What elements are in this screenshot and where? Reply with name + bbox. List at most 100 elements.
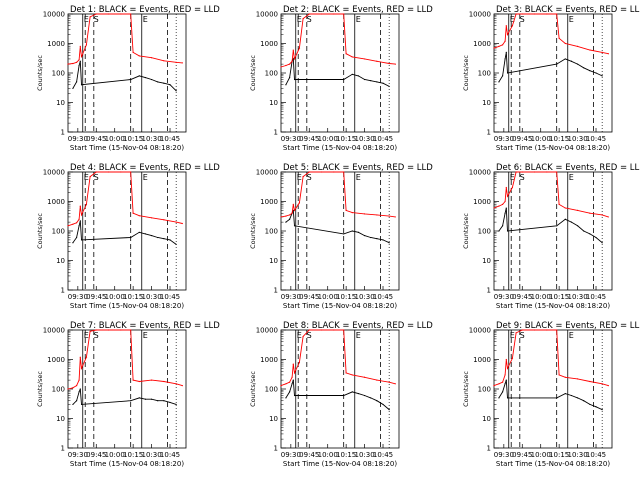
x-tick-label: 09:45: [512, 135, 532, 143]
series-point-lld: [351, 374, 353, 376]
series-point-events: [79, 220, 81, 222]
event-marker: S: [94, 173, 99, 182]
series-point-events: [157, 236, 159, 239]
x-axis-label: Start Time (15-Nov-04 08:18:20): [496, 460, 610, 468]
series-point-lld: [320, 13, 323, 15]
series-point-lld: [505, 25, 507, 27]
x-tick-label: 10:15: [123, 135, 143, 143]
series-point-events: [79, 60, 81, 62]
series-point-events: [583, 400, 585, 402]
chart-panel-9: Det 9: BLACK = Events, RED = LLD 1 10 100 10…: [462, 321, 640, 468]
series-point-events: [157, 81, 159, 83]
series-point-lld: [345, 372, 347, 374]
x-tick-label: 10:30: [354, 135, 374, 143]
series-point-events: [376, 400, 378, 402]
series-line-lld: [280, 13, 396, 68]
y-tick-label: 1: [274, 287, 278, 295]
series-point-events: [80, 239, 83, 241]
event-marker: S: [520, 173, 525, 182]
series-point-lld: [376, 60, 378, 62]
x-tick-label: 10:45: [586, 451, 606, 459]
series-point-events: [564, 218, 566, 220]
series-line-events: [285, 57, 390, 87]
series-point-events: [292, 209, 294, 211]
x-tick-label: 10:45: [586, 135, 606, 143]
event-marker: S: [520, 15, 525, 24]
series-point-events: [157, 400, 159, 402]
series-point-lld: [558, 203, 560, 205]
series-point-lld: [343, 13, 345, 15]
series-point-lld: [289, 63, 291, 65]
series-point-lld: [601, 214, 603, 216]
series-point-lld: [576, 209, 579, 211]
series-point-events: [564, 58, 566, 60]
series-point-lld: [351, 56, 353, 58]
series-point-lld: [345, 209, 347, 211]
y-tick-label: 1000: [473, 40, 491, 48]
series-point-lld: [132, 212, 134, 214]
series-point-events: [556, 63, 558, 65]
series-point-lld: [308, 171, 310, 173]
series-point-events: [601, 242, 603, 244]
y-tick-label: 10000: [256, 169, 278, 177]
series-point-lld: [308, 13, 310, 15]
series-line-lld: [280, 329, 396, 387]
x-tick-label: 10:15: [123, 451, 143, 459]
y-tick-label: 1000: [47, 356, 65, 364]
series-point-events: [285, 397, 287, 399]
series-point-lld: [163, 380, 165, 383]
series-point-events: [343, 233, 345, 235]
series-point-events: [601, 75, 603, 77]
series-point-lld: [556, 329, 558, 331]
x-tick-label: 10:45: [373, 293, 393, 301]
event-marker: E: [297, 15, 302, 24]
series-point-events: [175, 90, 177, 92]
series-point-events: [138, 397, 140, 399]
y-tick-label: 100: [52, 228, 65, 236]
series-point-lld: [107, 329, 110, 331]
series-point-lld: [511, 357, 514, 359]
x-tick-label: 10:45: [160, 451, 180, 459]
y-tick-label: 10000: [469, 169, 491, 177]
x-tick-label: 10:15: [123, 293, 143, 301]
x-tick-label: 10:45: [373, 135, 393, 143]
series-point-lld: [363, 213, 366, 215]
x-tick-label: 10:15: [549, 451, 569, 459]
series-point-events: [72, 242, 74, 244]
y-tick-label: 1: [487, 287, 491, 295]
series-point-lld: [130, 171, 132, 173]
series-point-lld: [89, 330, 91, 332]
series-point-lld: [498, 205, 500, 207]
series-point-lld: [175, 61, 177, 63]
x-tick-label: 10:00: [531, 135, 551, 143]
x-tick-label: 10:00: [105, 451, 125, 459]
series-point-events: [175, 403, 177, 406]
series-point-lld: [589, 380, 591, 383]
event-marker: E: [510, 15, 515, 24]
series-point-lld: [504, 200, 506, 203]
event-marker: S: [307, 173, 312, 182]
series-point-events: [80, 403, 83, 406]
series-point-lld: [85, 203, 88, 205]
event-marker: E: [84, 173, 89, 182]
series-point-events: [506, 397, 509, 399]
series-point-events: [130, 78, 132, 81]
series-point-lld: [388, 381, 390, 383]
series-line-events: [285, 379, 390, 410]
y-tick-label: 10000: [469, 11, 491, 19]
chart-title: Det 7: BLACK = Events, RED = LLD: [70, 321, 220, 331]
series-point-lld: [505, 358, 507, 361]
series-point-events: [285, 84, 287, 86]
series-line-lld: [67, 171, 183, 227]
series-point-events: [363, 78, 366, 81]
series-point-lld: [521, 329, 523, 331]
series-point-events: [351, 73, 353, 75]
chart-title: Det 3: BLACK = Events, RED = LLD: [496, 5, 640, 15]
y-axis-label: Counts/sec: [462, 371, 470, 407]
y-tick-label: 10000: [256, 11, 278, 19]
event-marker: S: [307, 331, 312, 340]
x-tick-label: 09:30: [281, 293, 301, 301]
y-tick-label: 10000: [43, 169, 65, 177]
series-point-events: [130, 236, 132, 239]
y-tick-label: 10: [56, 257, 65, 265]
